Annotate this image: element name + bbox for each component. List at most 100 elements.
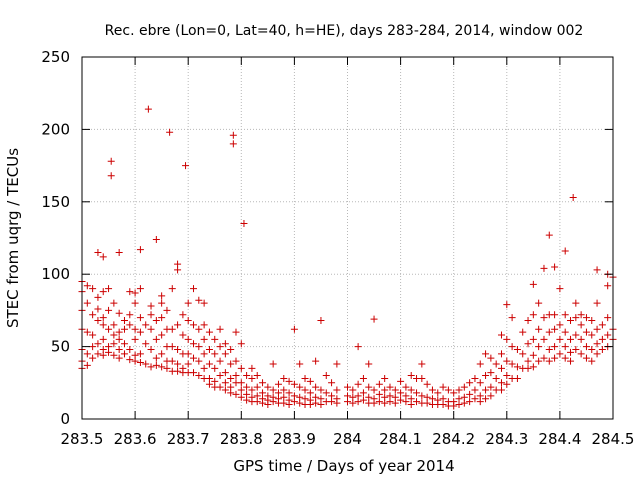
data-point [243,383,251,391]
data-point [365,383,373,391]
data-point [381,386,389,394]
data-point [582,314,590,322]
data-point [83,328,91,336]
data-point [535,299,543,307]
data-point [237,340,245,348]
data-point [482,350,490,358]
data-point [529,311,537,319]
data-point [545,328,553,336]
data-point [274,380,282,388]
data-point [158,292,166,300]
y-axis-label: STEC from uqrg / TECUs [4,148,22,328]
data-point [232,372,240,380]
y-tick-label: 50 [51,338,70,356]
data-point [163,306,171,314]
data-point [439,401,447,409]
data-point [152,317,160,325]
data-point [269,360,277,368]
data-point [211,335,219,343]
data-point [285,401,293,409]
data-point [211,364,219,372]
data-point [280,374,288,382]
data-point [545,345,553,353]
data-point [508,314,516,322]
data-point [115,309,123,317]
data-point [556,350,564,358]
data-point [391,399,399,407]
y-tick-label: 100 [41,265,70,283]
data-point [604,282,612,290]
data-point [588,357,596,365]
data-point [439,383,447,391]
data-point [513,345,521,353]
data-point [593,350,601,358]
data-point [227,389,235,397]
data-point [168,285,176,293]
data-point [190,340,198,348]
data-point [407,386,415,394]
data-point [508,343,516,351]
data-point [588,331,596,339]
data-point [158,314,166,322]
data-point [232,357,240,365]
data-point [99,288,107,296]
y-tick-label: 0 [60,410,70,428]
data-point [280,386,288,394]
data-point [593,299,601,307]
data-point [598,321,606,329]
data-point [107,172,115,180]
data-point [317,317,325,325]
data-point [216,383,224,391]
data-point [179,311,187,319]
data-point [216,357,224,365]
data-point [503,301,511,309]
data-point [136,285,144,293]
x-tick-label: 284 [333,430,362,448]
data-point [83,282,91,290]
data-point [131,299,139,307]
data-point [152,354,160,362]
data-point [428,386,436,394]
data-point [131,325,139,333]
data-point [142,340,150,348]
data-point [444,386,452,394]
data-point [126,288,134,296]
data-point [232,390,240,398]
data-point [221,386,229,394]
data-point [168,357,176,365]
data-point [205,345,213,353]
data-point [604,331,612,339]
data-point [115,354,123,362]
data-point [497,350,505,358]
data-point [471,374,479,382]
data-point [166,128,174,136]
data-point [344,398,351,406]
data-point [126,345,134,353]
data-point [237,393,245,401]
data-point [168,343,176,351]
data-point [200,299,208,307]
data-point [556,335,564,343]
data-point [264,383,272,391]
data-point [375,390,383,398]
data-point [577,350,585,358]
chart-title: Rec. ebre (Lon=0, Lat=40, h=HE), days 28… [105,23,584,39]
data-point [577,311,585,319]
data-point [317,401,325,409]
data-point [290,380,298,388]
data-point [136,359,144,367]
data-point [333,399,341,407]
data-point [120,340,128,348]
data-point [513,363,521,371]
data-point [269,398,277,406]
data-point [216,343,224,351]
data-point [89,354,97,362]
data-point [312,357,320,365]
data-point [497,331,505,339]
data-point [349,386,357,394]
data-point [508,360,516,368]
data-point [497,364,505,372]
data-point [391,386,399,394]
data-point [460,399,468,407]
